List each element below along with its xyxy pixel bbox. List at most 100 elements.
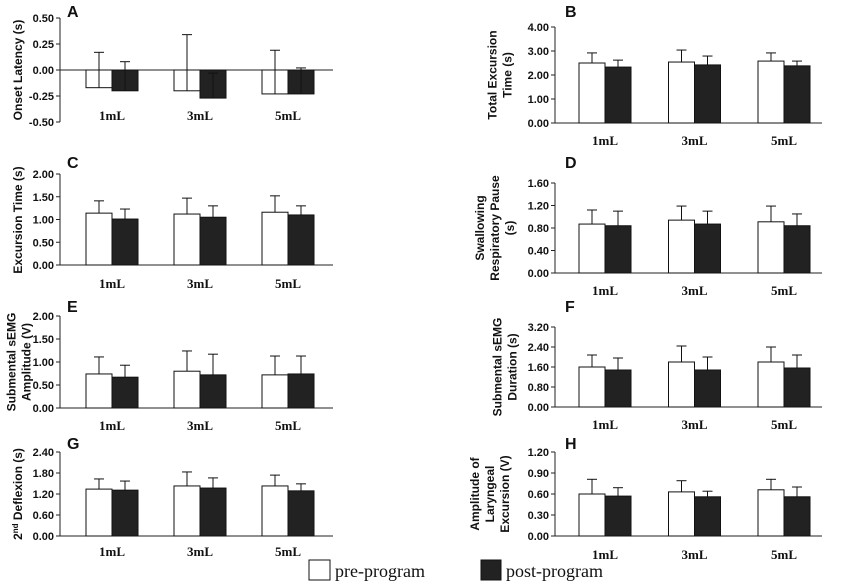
y-axis-label-line-H-0: Amplitude of <box>468 456 482 530</box>
category-label-G-3mL: 3mL <box>187 544 213 559</box>
category-label-D-3mL: 3mL <box>682 283 708 298</box>
y-tick-label-B-1: 3.00 <box>528 46 549 58</box>
category-label-F-3mL: 3mL <box>682 417 708 432</box>
y-tick-label-B-2: 2.00 <box>528 70 549 82</box>
panel-letter-E: E <box>67 299 78 316</box>
category-label-G-1mL: 1mL <box>99 544 125 559</box>
y-axis-label-line-B-1: Time (s) <box>501 52 515 98</box>
bar-G-5mL-post-program <box>287 490 315 537</box>
bar-F-3mL-pre-program <box>668 361 695 408</box>
bar-C-1mL-pre-program <box>85 212 113 266</box>
chart-panels: A 0.50 0.25 0.00 -0.25 -0.50 Onset Latency (s)… <box>5 4 822 562</box>
panel-H: H 1.20 0.90 0.60 0.30 0.00 Amplitude ofLarynge… <box>468 436 822 562</box>
category-label-A-3mL: 3mL <box>187 108 213 123</box>
y-tick-label-D-0: 1.60 <box>528 178 549 190</box>
bar-C-5mL-pre-program <box>261 211 289 266</box>
category-label-B-3mL: 3mL <box>682 133 708 148</box>
y-axis-label-E: Submental sEMGAmplitude (V) <box>5 313 34 412</box>
legend-label-post-program: post-program <box>506 561 603 581</box>
y-tick-label-C-0: 2.00 <box>33 169 54 181</box>
bar-F-3mL-post-program <box>694 369 721 408</box>
category-label-H-5mL: 5mL <box>771 547 797 562</box>
y-tick-label-E-4: 0.00 <box>33 403 54 415</box>
category-label-F-5mL: 5mL <box>771 417 797 432</box>
y-axis-label-F: Submental sEMGDuration (s) <box>491 318 520 417</box>
y-tick-label-D-3: 0.40 <box>528 246 549 258</box>
category-label-E-3mL: 3mL <box>187 418 213 433</box>
bar-G-5mL-pre-program <box>261 485 289 537</box>
y-axis-label-C: Excursion Time (s) <box>11 166 25 273</box>
panel-D: D 1.60 1.20 0.80 0.40 0.00 SwallowingRespirato… <box>473 155 822 298</box>
panel-B: B 4.00 3.00 2.00 1.00 0.00 Total ExcursionTime… <box>486 4 822 148</box>
category-label-B-5mL: 5mL <box>771 133 797 148</box>
y-tick-label-C-2: 1.00 <box>33 215 54 227</box>
bar-C-3mL-pre-program <box>173 213 201 266</box>
panel-F: F 3.20 2.40 1.60 0.80 0.00 Submental sEMGDurat… <box>491 299 822 432</box>
category-label-C-5mL: 5mL <box>275 276 301 291</box>
y-tick-label-B-0: 4.00 <box>528 22 549 34</box>
y-axis-label-B: Total ExcursionTime (s) <box>486 30 515 119</box>
category-label-F-1mL: 1mL <box>592 417 618 432</box>
y-tick-label-G-1: 1.80 <box>33 468 54 480</box>
y-axis-label-line-G-0: 2nd Deflexion (s) <box>11 448 25 540</box>
y-tick-label-H-0: 1.20 <box>528 447 549 459</box>
panel-letter-G: G <box>67 436 79 453</box>
category-label-D-5mL: 5mL <box>771 283 797 298</box>
y-tick-label-A-0: 0.50 <box>33 13 54 25</box>
bar-G-1mL-post-program <box>111 489 139 537</box>
panel-C: C 2.00 1.50 1.00 0.50 0.00 Excursion Time (s) 1… <box>11 155 333 291</box>
y-axis-label-G: 2nd Deflexion (s) <box>11 448 25 540</box>
y-tick-label-H-1: 0.90 <box>528 468 549 480</box>
bar-F-5mL-pre-program <box>757 361 785 408</box>
y-tick-label-F-3: 0.80 <box>528 382 549 394</box>
bar-C-3mL-post-program <box>199 216 227 266</box>
y-tick-label-A-4: -0.50 <box>29 117 54 129</box>
y-tick-label-D-1: 1.20 <box>528 201 549 213</box>
y-tick-label-D-4: 0.00 <box>528 268 549 280</box>
y-axis-label-line-D-1: Respiratory Pause <box>488 175 502 281</box>
bar-F-1mL-post-program <box>604 369 632 408</box>
category-label-C-3mL: 3mL <box>187 276 213 291</box>
bar-H-1mL-pre-program <box>578 493 606 537</box>
category-label-H-3mL: 3mL <box>682 547 708 562</box>
bar-E-1mL-post-program <box>111 376 139 409</box>
category-label-E-1mL: 1mL <box>99 418 125 433</box>
bar-H-5mL-post-program <box>783 496 811 537</box>
category-label-D-1mL: 1mL <box>592 283 618 298</box>
bar-E-1mL-pre-program <box>85 373 113 409</box>
y-axis-label-line-D-2: (s) <box>503 221 517 236</box>
y-tick-label-B-3: 1.00 <box>528 94 549 106</box>
bar-E-5mL-post-program <box>287 373 315 409</box>
bar-C-5mL-post-program <box>287 214 315 266</box>
y-axis-label-line-E-0: Submental sEMG <box>5 313 19 412</box>
category-label-A-5mL: 5mL <box>275 108 301 123</box>
bar-D-1mL-post-program <box>604 225 632 274</box>
panel-A: A 0.50 0.25 0.00 -0.25 -0.50 Onset Latency (s)… <box>11 4 333 129</box>
y-axis-label-line-B-0: Total Excursion <box>486 30 500 119</box>
y-axis-label-line-F-0: Submental sEMG <box>491 318 505 417</box>
bar-B-1mL-post-program <box>604 66 632 124</box>
y-tick-label-F-2: 1.60 <box>528 362 549 374</box>
bar-E-3mL-pre-program <box>173 370 201 409</box>
y-axis-label-line-A-0: Onset Latency (s) <box>11 20 25 121</box>
bar-D-5mL-pre-program <box>757 221 785 274</box>
bar-D-5mL-post-program <box>783 225 811 274</box>
bar-B-5mL-pre-program <box>757 60 785 124</box>
y-tick-label-A-2: 0.00 <box>33 65 54 77</box>
bar-B-3mL-post-program <box>694 64 721 124</box>
y-tick-label-H-4: 0.00 <box>528 531 549 543</box>
y-axis-label-line-H-1: Laryngeal <box>483 466 497 523</box>
category-label-C-1mL: 1mL <box>99 276 125 291</box>
bar-D-1mL-pre-program <box>578 223 606 274</box>
y-tick-label-G-2: 1.20 <box>33 489 54 501</box>
bar-F-1mL-pre-program <box>578 366 606 408</box>
bar-C-1mL-post-program <box>111 218 139 266</box>
y-tick-label-E-0: 2.00 <box>33 311 54 323</box>
y-tick-label-E-3: 0.50 <box>33 380 54 392</box>
y-tick-label-C-4: 0.00 <box>33 260 54 272</box>
y-tick-label-F-1: 2.40 <box>528 342 549 354</box>
category-label-B-1mL: 1mL <box>592 133 618 148</box>
y-tick-label-F-4: 0.00 <box>528 402 549 414</box>
